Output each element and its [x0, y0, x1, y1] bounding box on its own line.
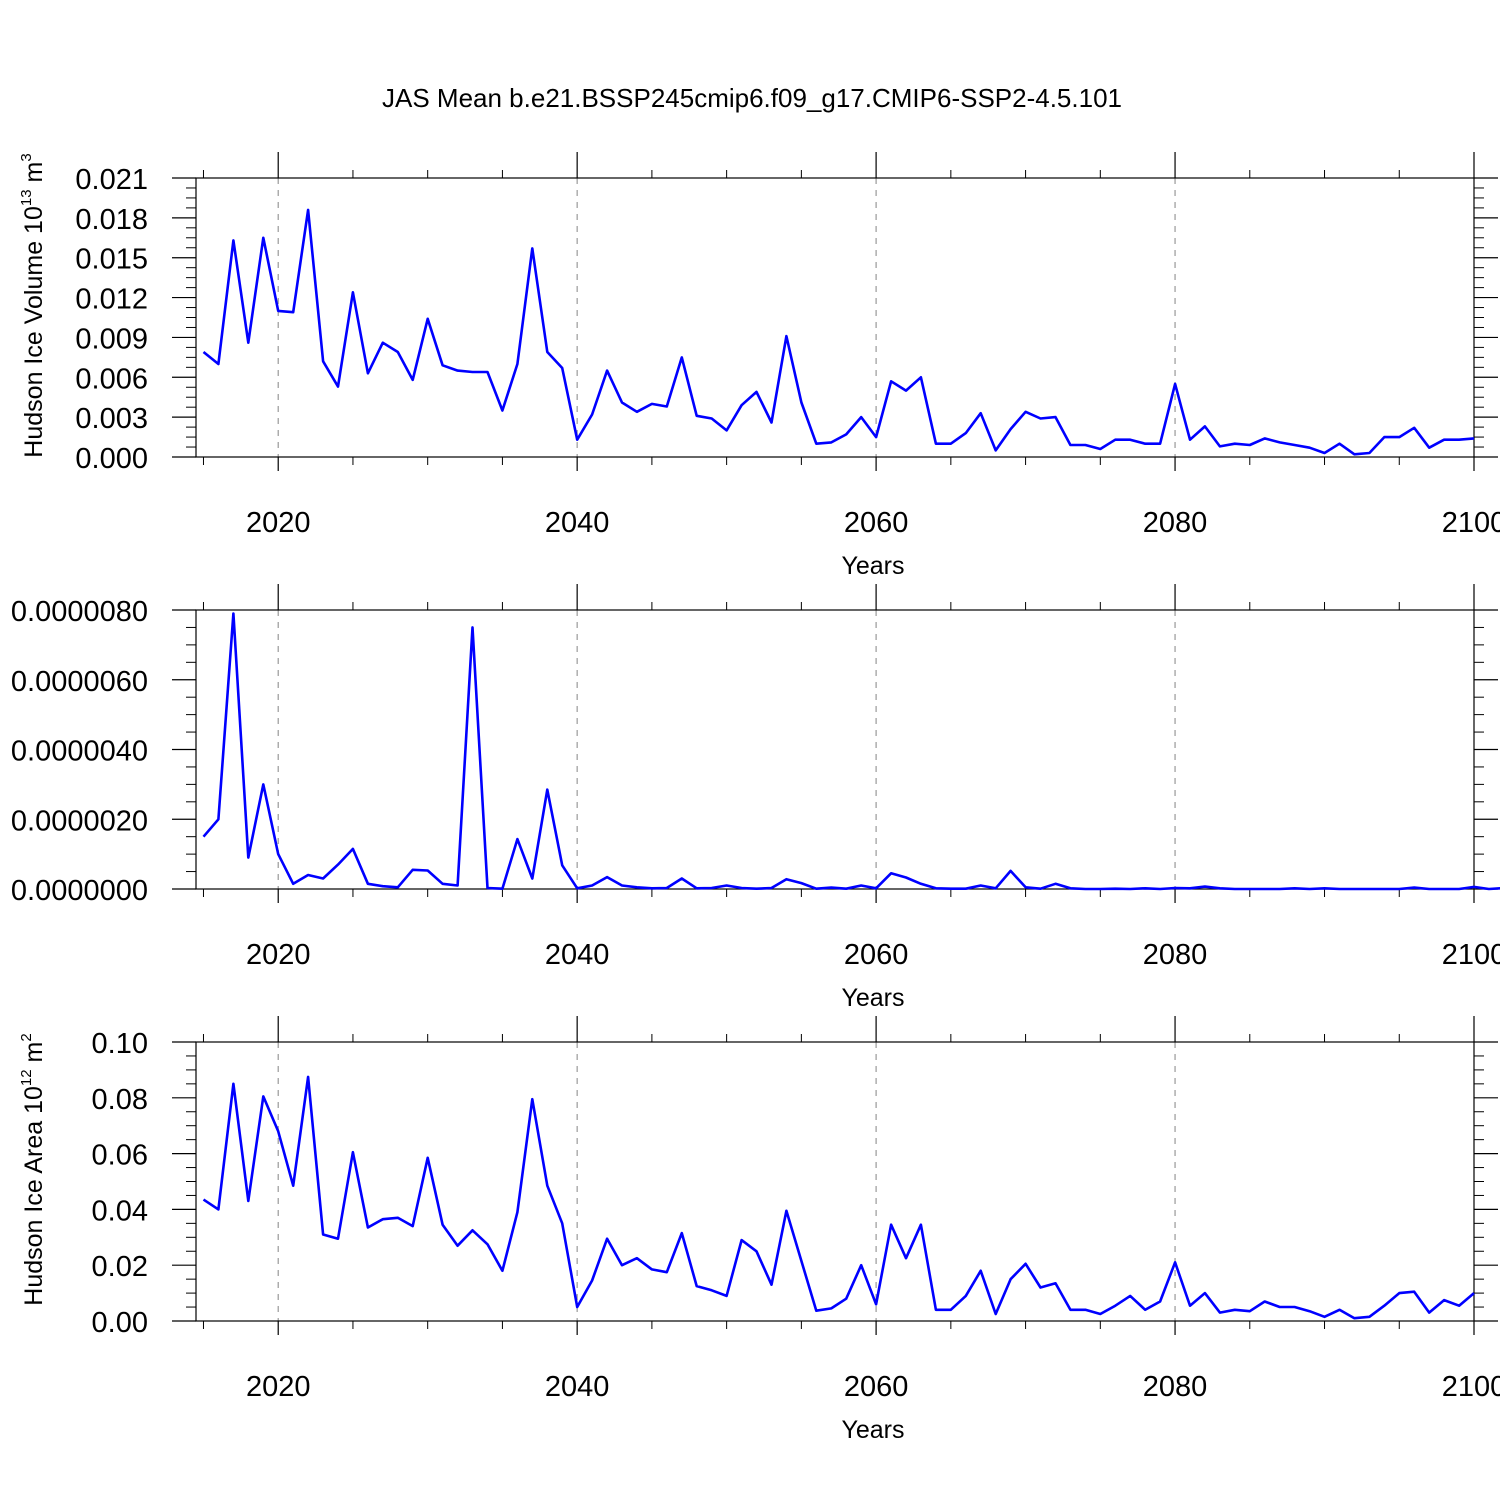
plot-frame	[195, 609, 1475, 890]
y-tick-label: 0.00	[92, 1307, 148, 1339]
plot-frame	[195, 177, 1475, 458]
y-tick-label: 0.02	[92, 1251, 148, 1283]
y-tick-label: 0.018	[75, 204, 148, 236]
x-tick-label: 2020	[246, 1371, 311, 1403]
y-tick-label: 0.0000060	[11, 666, 148, 698]
x-tick-label: 2040	[545, 1371, 610, 1403]
series-line	[202, 1075, 1475, 1320]
y-tick-label: 0.0000040	[11, 736, 148, 768]
y-tick-label: 0.04	[92, 1195, 148, 1227]
figure-title: JAS Mean b.e21.BSSP245cmip6.f09_g17.CMIP…	[382, 83, 1122, 113]
y-tick-label: 0.006	[75, 363, 148, 395]
x-axis-label: Years	[841, 984, 904, 1012]
x-axis-label: Years	[841, 552, 904, 580]
y-tick-label: 0.012	[75, 284, 148, 316]
x-tick-label: 2080	[1143, 507, 1208, 539]
x-tick-label: 2100	[1442, 1371, 1500, 1403]
y-axis-label-main: Hudson Ice Area 10	[20, 1086, 48, 1306]
y-tick-label: 0.021	[75, 164, 148, 196]
y-tick-label: 0.10	[92, 1028, 148, 1060]
y-tick-label: 0.06	[92, 1140, 148, 1172]
y-tick-label: 0.000	[75, 443, 148, 475]
series-line	[202, 208, 1475, 456]
y-tick-label: 0.003	[75, 403, 148, 435]
panel-2: 2020 2040 2060 2080 2100 0.0000000 0.0000020 0.…	[11, 584, 1500, 1012]
y-axis-label-exp: 12	[18, 1069, 35, 1086]
panel-1: 2020 2040 2060 2080 2100 0.000 0.003 0.006 0.009…	[18, 152, 1500, 580]
x-tick-label: 2020	[246, 507, 311, 539]
y-axis-label-unit: m	[20, 1042, 48, 1070]
plot-frame	[195, 1041, 1475, 1322]
x-tick-label: 2060	[844, 939, 909, 971]
y-axis-label-unit-exp: 3	[18, 153, 35, 161]
y-tick-label: 0.0000020	[11, 805, 148, 837]
y-tick-label: 0.0000080	[11, 596, 148, 628]
x-axis-label: Years	[841, 1416, 904, 1444]
y-tick-label: 0.08	[92, 1084, 148, 1116]
y-axis-label-exp: 13	[18, 189, 35, 206]
x-tick-label: 2060	[844, 507, 909, 539]
panels: 2020 2040 2060 2080 21000.0000.0030.0060.009…	[11, 152, 1500, 1444]
y-tick-label: 0.009	[75, 323, 148, 355]
y-tick-label: 0.0000000	[11, 875, 148, 907]
x-tick-label: 2080	[1143, 1371, 1208, 1403]
x-tick-label: 2040	[545, 939, 610, 971]
y-axis-label-unit: m	[20, 162, 48, 190]
y-axis-label-main: Hudson Ice Volume 10	[20, 206, 48, 458]
y-axis-label-unit-exp: 2	[18, 1033, 35, 1041]
panel-3: 2020 2040 2060 2080 2100 0.00 0.02 0.04 0.06 0.08…	[18, 1016, 1500, 1444]
y-axis-label: Hudson Ice Area 1012 m2	[18, 1033, 48, 1305]
series-line	[202, 612, 1500, 891]
y-axis-label: Hudson Ice Volume 1013 m3	[18, 153, 48, 457]
y-tick-label: 0.015	[75, 244, 148, 276]
x-tick-label: 2100	[1442, 507, 1500, 539]
x-tick-label: 2080	[1143, 939, 1208, 971]
x-tick-label: 2060	[844, 1371, 909, 1403]
x-tick-label: 2040	[545, 507, 610, 539]
x-tick-label: 2100	[1442, 939, 1500, 971]
x-tick-label: 2020	[246, 939, 311, 971]
